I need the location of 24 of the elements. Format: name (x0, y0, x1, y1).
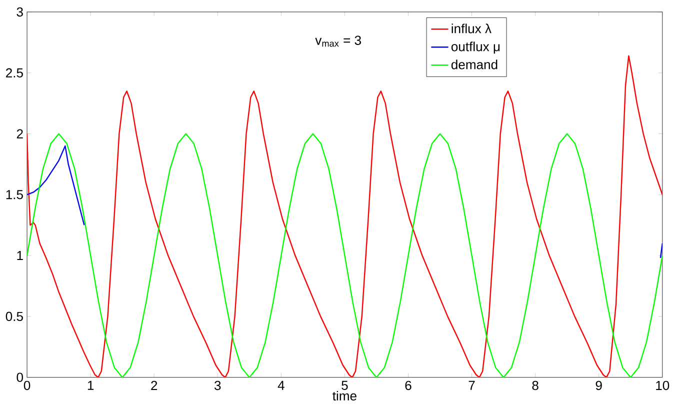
x-tick-label: 6 (405, 380, 412, 390)
legend-label: influx λ (452, 24, 492, 34)
annotation: v$_{max}$ = 3 (315, 36, 361, 47)
legend-label: demand (451, 60, 498, 70)
x-tick-label: 0 (24, 380, 30, 390)
x-tick-label: 9 (596, 380, 602, 390)
y-tick-label: 1.5 (6, 190, 23, 200)
x-tick-label: 2 (151, 380, 158, 390)
y-tick-label: 2.5 (6, 68, 23, 78)
x-tick-label: 1 (88, 380, 94, 390)
line-series (27, 55, 662, 378)
x-tick-label: 7 (468, 380, 475, 390)
x-tick-label: 10 (656, 380, 670, 390)
x-tick-label: 4 (278, 380, 284, 390)
x-tick-label: 5 (342, 380, 348, 390)
y-tick-label: 2 (16, 129, 23, 138)
y-tick-label: 3 (16, 7, 23, 17)
x-tick-label: 8 (532, 380, 538, 390)
y-tick-label: 0.5 (6, 312, 23, 322)
y-tick-label: 0 (16, 372, 23, 382)
y-tick-label: 1 (17, 251, 23, 260)
legend-label: outflux μ (451, 42, 500, 54)
x-tick-label: 3 (214, 380, 221, 390)
x-axis-title: time (332, 391, 356, 401)
